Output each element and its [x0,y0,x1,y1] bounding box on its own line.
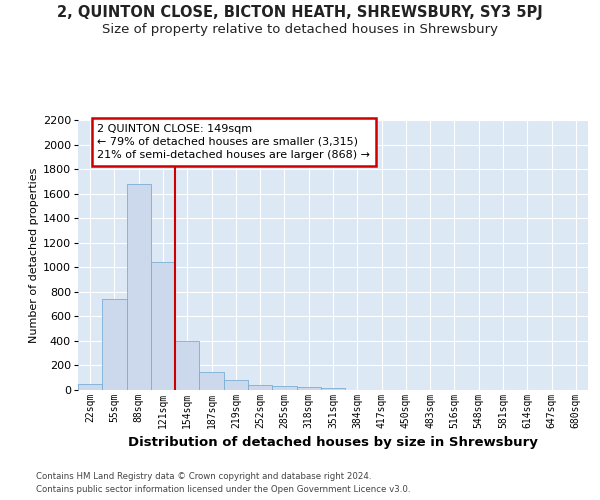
Text: Contains public sector information licensed under the Open Government Licence v3: Contains public sector information licen… [36,485,410,494]
Bar [199,372,224,390]
Text: 2, QUINTON CLOSE, BICTON HEATH, SHREWSBURY, SY3 5PJ: 2, QUINTON CLOSE, BICTON HEATH, SHREWSBU… [57,5,543,20]
Bar [175,341,199,390]
Bar [321,388,345,390]
Text: 2 QUINTON CLOSE: 149sqm
← 79% of detached houses are smaller (3,315)
21% of semi: 2 QUINTON CLOSE: 149sqm ← 79% of detache… [97,124,370,160]
Y-axis label: Number of detached properties: Number of detached properties [29,168,38,342]
Bar [102,299,127,390]
Text: Contains HM Land Registry data © Crown copyright and database right 2024.: Contains HM Land Registry data © Crown c… [36,472,371,481]
X-axis label: Distribution of detached houses by size in Shrewsbury: Distribution of detached houses by size … [128,436,538,450]
Bar [224,380,248,390]
Bar [127,184,151,390]
Bar [248,385,272,390]
Bar [151,262,175,390]
Bar [272,386,296,390]
Text: Size of property relative to detached houses in Shrewsbury: Size of property relative to detached ho… [102,22,498,36]
Bar [78,384,102,390]
Bar [296,387,321,390]
